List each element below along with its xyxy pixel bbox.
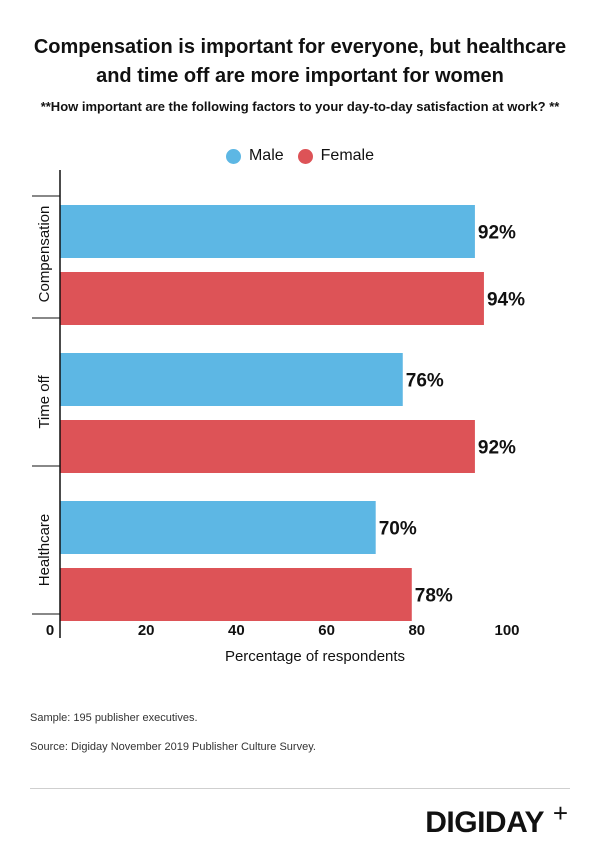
- chart-title-line-2: and time off are more important for wome…: [96, 65, 504, 87]
- legend-label-female: Female: [320, 147, 375, 164]
- x-tick-label-0: 0: [46, 622, 54, 639]
- digiday-logo: DIGIDAY: [425, 806, 544, 839]
- x-tick-label-40: 40: [228, 622, 245, 639]
- chart-legend: Male Female: [0, 147, 600, 165]
- x-tick-label-20: 20: [138, 622, 155, 639]
- bar-female-healthcare: [60, 568, 412, 621]
- x-tick-label-100: 100: [494, 622, 519, 639]
- data-label-male-healthcare: 70%: [379, 519, 417, 540]
- chart-subtitle: **How important are the following factor…: [40, 99, 560, 114]
- legend-item-female: Female: [297, 147, 375, 165]
- legend-item-male: Male: [225, 147, 284, 165]
- legend-swatch-male: [225, 148, 241, 164]
- legend-label-male: Male: [248, 147, 284, 164]
- bar-chart: 92% 94% Compensation 76% 92% Time off 70% 78% He…: [32, 170, 525, 665]
- category-label-time-off: Time off: [36, 374, 53, 428]
- x-axis-title: Percentage of respondents: [225, 648, 405, 665]
- data-label-female-healthcare: 78%: [415, 586, 453, 607]
- sample-note: Sample: 195 publisher executives.: [30, 712, 198, 724]
- chart-title-line-1: Compensation is important for everyone, …: [33, 36, 567, 58]
- source-note: Source: Digiday November 2019 Publisher …: [30, 741, 316, 753]
- data-label-male-time-off: 76%: [406, 371, 444, 392]
- footer-divider: [30, 788, 570, 789]
- digiday-logo-plus-icon: +: [552, 798, 568, 828]
- x-tick-label-60: 60: [318, 622, 335, 639]
- data-label-male-compensation: 92%: [478, 223, 516, 244]
- bar-female-compensation: [60, 272, 484, 325]
- bar-male-healthcare: [60, 501, 376, 554]
- x-tick-label-80: 80: [408, 622, 425, 639]
- category-label-healthcare: Healthcare: [36, 514, 53, 587]
- chart-title: Compensation is important for everyone, …: [10, 33, 590, 91]
- category-label-compensation: Compensation: [36, 206, 53, 303]
- data-label-female-time-off: 92%: [478, 438, 516, 459]
- bar-male-compensation: [60, 205, 475, 258]
- data-label-female-compensation: 94%: [487, 290, 525, 311]
- legend-swatch-female: [297, 148, 313, 164]
- bar-female-time-off: [60, 420, 475, 473]
- bar-male-time-off: [60, 353, 403, 406]
